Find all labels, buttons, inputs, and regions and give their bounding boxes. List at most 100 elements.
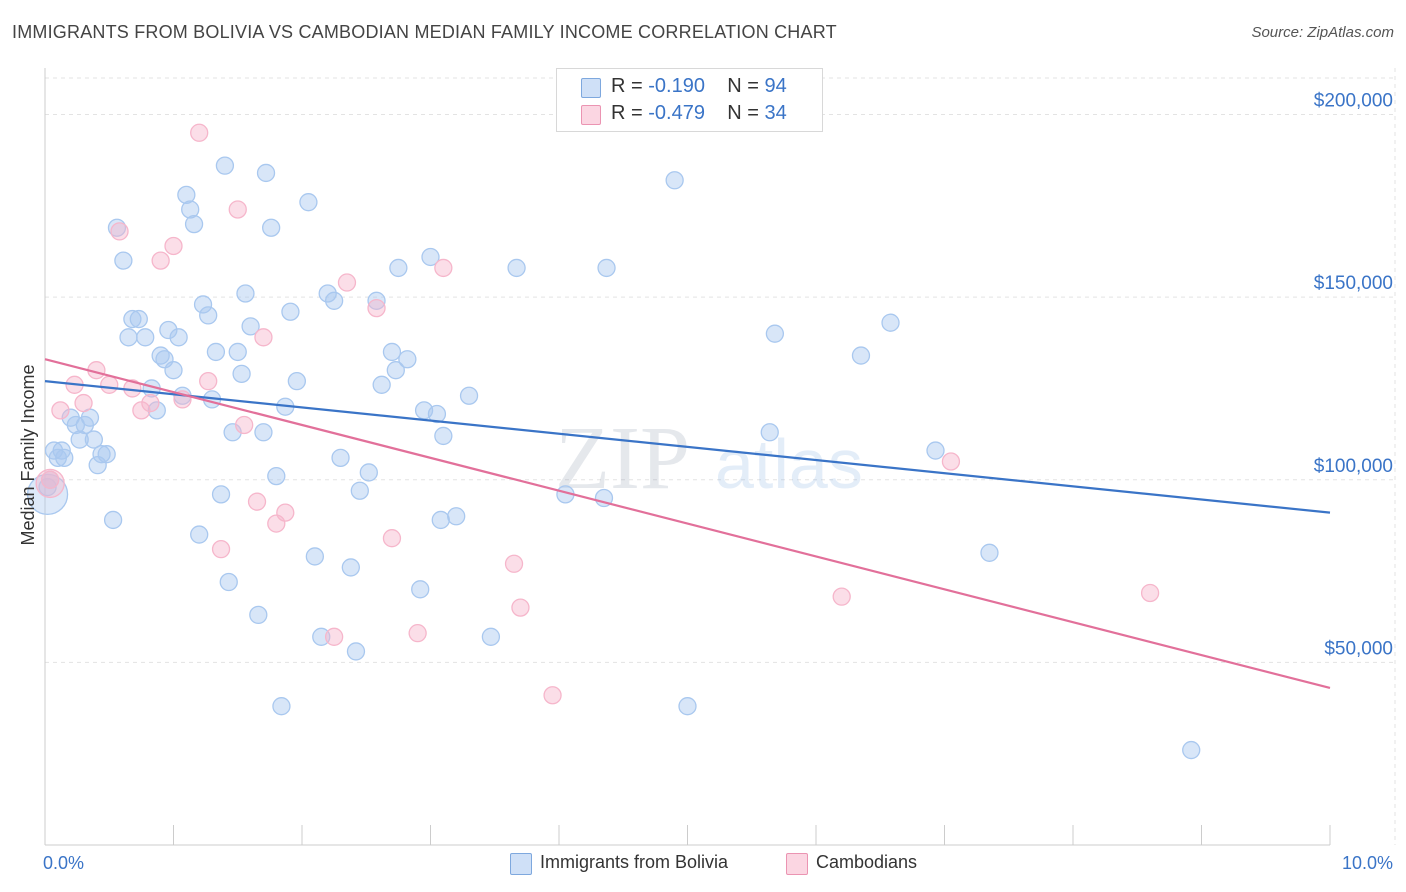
point-bolivia bbox=[215, 156, 235, 175]
point-cambodians bbox=[40, 470, 60, 489]
point-bolivia bbox=[281, 302, 300, 321]
point-cambodians bbox=[434, 258, 453, 278]
point-bolivia bbox=[184, 214, 204, 234]
axes bbox=[44, 68, 1331, 846]
point-bolivia bbox=[760, 423, 779, 442]
stats-n-value: 94 bbox=[764, 75, 787, 97]
point-cambodians bbox=[151, 251, 170, 270]
point-cambodians bbox=[51, 401, 70, 420]
legend-label-cambodians: Cambodians bbox=[816, 852, 918, 872]
point-bolivia bbox=[254, 423, 273, 442]
point-cambodians bbox=[254, 328, 273, 347]
point-cambodians bbox=[190, 123, 209, 142]
point-bolivia bbox=[427, 404, 447, 424]
point-cambodians bbox=[199, 371, 218, 391]
legend-swatch-cambodians bbox=[786, 853, 808, 875]
stats-n-label: N = bbox=[727, 102, 759, 124]
point-bolivia bbox=[382, 342, 402, 362]
point-bolivia bbox=[103, 510, 123, 530]
trend-lines bbox=[44, 358, 1331, 690]
point-bolivia bbox=[421, 247, 440, 267]
point-cambodians-large bbox=[35, 468, 65, 499]
watermark-atlas: atlas bbox=[715, 425, 863, 503]
point-bolivia bbox=[256, 163, 276, 183]
point-bolivia bbox=[249, 605, 268, 625]
point-bolivia bbox=[38, 477, 57, 497]
point-bolivia bbox=[411, 580, 430, 599]
point-bolivia bbox=[346, 642, 366, 661]
point-bolivia bbox=[164, 361, 183, 380]
point-bolivia bbox=[287, 371, 307, 391]
point-bolivia bbox=[305, 547, 325, 566]
point-bolivia bbox=[331, 448, 350, 467]
point-bolivia bbox=[507, 258, 526, 278]
point-bolivia bbox=[84, 430, 103, 449]
point-bolivia bbox=[341, 558, 360, 577]
watermark-zip: ZIP bbox=[555, 409, 690, 508]
point-bolivia bbox=[386, 361, 405, 380]
point-bolivia bbox=[267, 466, 286, 486]
point-bolivia bbox=[228, 342, 247, 362]
point-cambodians bbox=[832, 587, 851, 606]
point-cambodians bbox=[235, 415, 254, 435]
point-bolivia bbox=[219, 572, 238, 592]
axis-labels: $50,000 $100,000 $150,000 $200,000 0.0% 10.0%… bbox=[18, 91, 1393, 873]
point-cambodians bbox=[276, 503, 295, 522]
point-cambodians bbox=[382, 529, 402, 548]
y-axis-title: Median Family Income bbox=[18, 364, 38, 545]
point-bolivia bbox=[459, 386, 479, 405]
source-note: Source: ZipAtlas.com bbox=[1251, 24, 1394, 41]
point-bolivia bbox=[881, 313, 900, 332]
point-bolivia bbox=[926, 441, 945, 460]
trend-line-cambodians bbox=[44, 358, 1331, 690]
point-cambodians bbox=[543, 686, 562, 705]
point-bolivia bbox=[765, 324, 785, 343]
x-tick-label: 10.0% bbox=[1342, 853, 1393, 873]
point-bolivia bbox=[481, 627, 501, 646]
point-bolivia bbox=[241, 317, 260, 336]
point-bolivia bbox=[980, 543, 999, 562]
point-cambodians bbox=[74, 393, 93, 413]
stats-r-label: R = bbox=[611, 75, 643, 97]
point-bolivia bbox=[123, 309, 142, 329]
point-bolivia bbox=[851, 346, 871, 365]
point-cambodians bbox=[337, 273, 357, 292]
point-bolivia bbox=[447, 507, 466, 526]
point-bolivia bbox=[169, 328, 188, 347]
series-bolivia-points bbox=[26, 156, 1201, 760]
point-bolivia bbox=[199, 306, 218, 325]
point-bolivia bbox=[55, 448, 74, 467]
stats-r-value: -0.479 bbox=[648, 102, 705, 124]
y-tick-label: $200,000 bbox=[1314, 91, 1393, 112]
point-bolivia bbox=[1182, 740, 1201, 760]
point-bolivia bbox=[262, 218, 281, 237]
x-tick-label: 0.0% bbox=[43, 853, 84, 873]
chart-title: IMMIGRANTS FROM BOLIVIA VS CAMBODIAN MED… bbox=[12, 22, 837, 42]
y-tick-label: $50,000 bbox=[1324, 638, 1393, 659]
stats-swatch-bolivia bbox=[581, 78, 601, 98]
point-bolivia bbox=[193, 295, 213, 314]
point-bolivia bbox=[299, 193, 318, 212]
point-bolivia bbox=[597, 258, 616, 278]
point-bolivia bbox=[52, 441, 71, 460]
trend-line-bolivia bbox=[44, 380, 1331, 514]
point-bolivia bbox=[312, 627, 331, 646]
legend-label-bolivia: Immigrants from Bolivia bbox=[540, 852, 729, 872]
watermark: ZIP atlas bbox=[555, 409, 863, 508]
point-bolivia bbox=[147, 401, 166, 420]
point-cambodians bbox=[408, 624, 427, 643]
stats-box: R = -0.190 N = 94 R = -0.479 N = 34 bbox=[556, 68, 823, 132]
stats-r-label: R = bbox=[611, 102, 643, 124]
stats-n-label: N = bbox=[727, 75, 759, 97]
point-cambodians bbox=[1140, 583, 1160, 603]
point-bolivia bbox=[159, 320, 178, 340]
stats-swatch-cambodians bbox=[581, 105, 601, 125]
point-bolivia bbox=[211, 485, 231, 504]
point-bolivia bbox=[236, 284, 255, 303]
point-bolivia bbox=[136, 328, 155, 347]
legend-swatch-bolivia bbox=[510, 853, 532, 875]
point-bolivia bbox=[678, 697, 697, 716]
point-bolivia bbox=[318, 284, 337, 303]
stats-r-value: -0.190 bbox=[648, 75, 705, 97]
